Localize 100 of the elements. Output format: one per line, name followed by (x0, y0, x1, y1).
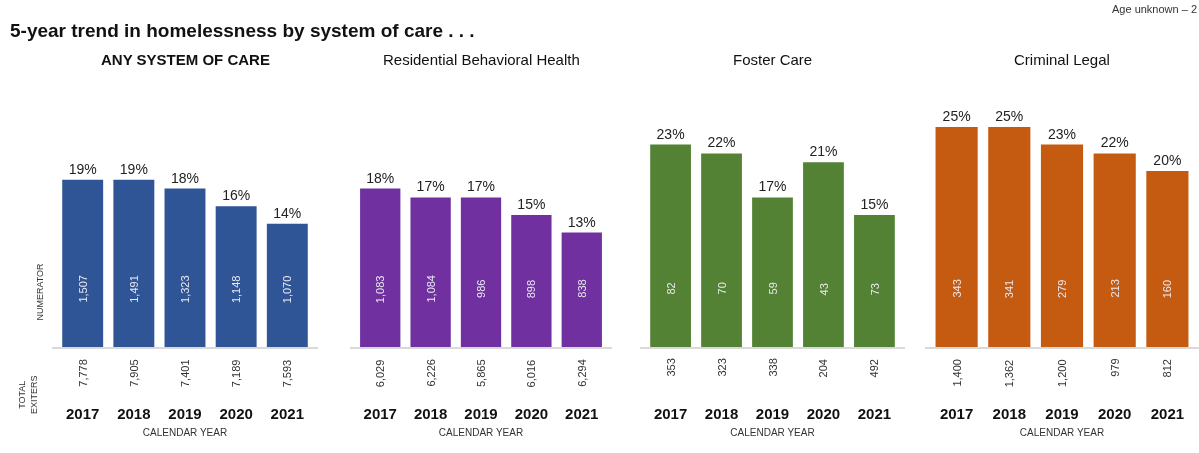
chart-title: Criminal Legal (1014, 51, 1110, 68)
bar (1093, 153, 1136, 347)
bar (113, 179, 155, 347)
data-label: 15% (517, 196, 546, 212)
chart-title: ANY SYSTEM OF CARE (101, 51, 270, 68)
bar (752, 197, 793, 347)
data-label: 25% (942, 108, 971, 124)
annotation: 838 (575, 279, 588, 298)
text: 323 (715, 358, 728, 377)
x-tick-label: 2018 (704, 404, 739, 422)
text: 1,362 (1003, 359, 1016, 388)
annotation: 213 (1108, 279, 1121, 298)
annotation: 986 (475, 279, 488, 298)
data-label: 23% (656, 125, 685, 142)
bar (62, 179, 104, 347)
text: 7,189 (230, 359, 243, 388)
text: 7,401 (179, 359, 191, 387)
text: 492 (868, 359, 881, 378)
x-tick-label: 2021 (857, 404, 892, 422)
x-axis-title: CALENDAR YEAR (438, 426, 524, 438)
annotation: 1,148 (230, 275, 243, 304)
x-tick-label: 2017 (939, 404, 974, 422)
bar (935, 127, 978, 347)
bar (701, 153, 742, 347)
data-label: 22% (707, 134, 736, 151)
data-label: 18% (170, 169, 200, 186)
x-tick-label: 2018 (117, 404, 151, 422)
x-tick-label: 2018 (992, 404, 1026, 422)
annotation: 1,084 (424, 275, 437, 303)
x-axis-title: CALENDAR YEAR (730, 426, 815, 438)
annotation: 341 (1003, 279, 1016, 299)
annotation: 82 (664, 282, 677, 295)
annotation: 279 (1056, 279, 1069, 298)
x-tick-label: 2017 (66, 404, 100, 422)
annotation: 70 (715, 282, 728, 295)
data-label: 19% (68, 160, 97, 177)
bar (988, 127, 1031, 347)
text: 204 (817, 359, 830, 378)
data-label: 19% (119, 160, 148, 177)
x-tick-label: 2019 (168, 404, 202, 422)
text: 7,905 (127, 359, 140, 387)
text: 6,226 (424, 359, 437, 387)
bar (460, 197, 502, 347)
text: 1,200 (1056, 359, 1068, 387)
x-tick-label: 2020 (806, 404, 841, 422)
text: Age unknown – 2 (1112, 3, 1198, 15)
data-label: 20% (1153, 152, 1182, 168)
bar (266, 223, 308, 347)
text: 5-year trend in homelessness by system of care . . . (10, 20, 475, 41)
bar (803, 162, 844, 347)
x-tick-label: 2021 (1150, 404, 1185, 422)
data-label: 22% (1100, 134, 1129, 151)
bar (360, 188, 401, 347)
x-axis-title: CALENDAR YEAR (142, 426, 228, 438)
text: TOTAL EXITERS (17, 375, 39, 414)
text: 979 (1108, 358, 1121, 377)
data-label: 13% (567, 213, 596, 230)
data-label: 17% (466, 178, 496, 195)
text: 338 (766, 358, 779, 377)
x-tick-label: 2020 (219, 404, 253, 422)
annotation: 73 (868, 283, 881, 296)
x-tick-label: 2017 (653, 404, 688, 422)
x-tick-label: 2019 (1045, 404, 1079, 422)
text: 353 (664, 358, 677, 377)
data-label: 18% (366, 169, 395, 186)
x-tick-label: 2018 (413, 404, 448, 422)
data-label: 15% (860, 196, 889, 212)
data-label: 16% (222, 187, 251, 204)
x-tick-label: 2020 (1098, 404, 1132, 422)
annotation: 1,323 (179, 275, 192, 303)
bar (511, 215, 552, 347)
annotation: 1,507 (76, 275, 89, 303)
data-label: 17% (758, 178, 787, 195)
bar (650, 144, 691, 347)
text: 812 (1161, 359, 1174, 378)
bar (215, 206, 257, 347)
x-tick-label: 2021 (565, 404, 599, 422)
x-tick-label: 2017 (363, 404, 397, 422)
x-tick-label: 2019 (755, 404, 790, 422)
data-label: 25% (995, 108, 1024, 124)
annotation: 343 (950, 279, 963, 298)
data-label: 17% (416, 178, 445, 195)
data-label: 23% (1047, 125, 1077, 142)
annotation: 1,070 (281, 275, 294, 304)
chart-title: Foster Care (733, 51, 813, 68)
x-tick-label: 2021 (270, 404, 304, 422)
text: NUMERATOR (35, 262, 46, 321)
x-axis-title: CALENDAR YEAR (1019, 426, 1105, 438)
bar (164, 188, 206, 347)
x-tick-label: 2019 (464, 404, 498, 422)
bar (1146, 171, 1189, 347)
annotation: 160 (1161, 279, 1174, 299)
annotation: 1,491 (127, 275, 140, 303)
data-label: 21% (809, 143, 838, 160)
text: 5,865 (475, 359, 487, 387)
bar (1040, 144, 1084, 347)
text: 6,029 (374, 359, 387, 388)
bar (854, 215, 895, 347)
text: 6,294 (575, 359, 588, 387)
annotation: 898 (525, 279, 538, 299)
